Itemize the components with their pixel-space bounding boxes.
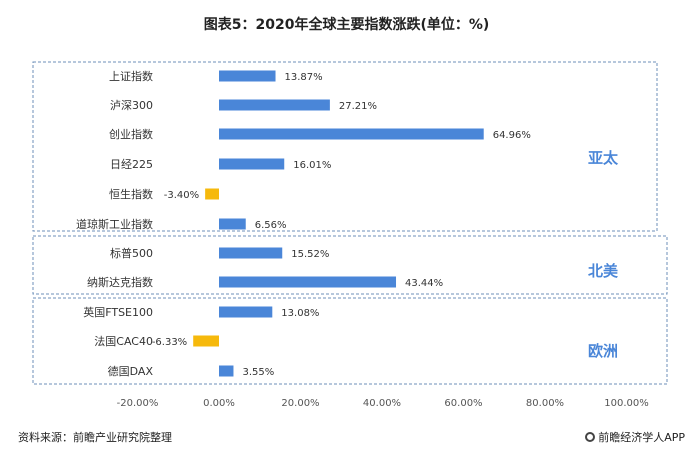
footer-brand: 前瞻经济学人APP: [585, 429, 685, 445]
category-label-1: 泸深300: [110, 99, 153, 112]
category-label-9: 法国CAC40: [94, 334, 153, 348]
value-label-1: 27.21%: [339, 101, 377, 112]
group-label-1: 北美: [588, 262, 619, 280]
value-label-6: 15.52%: [291, 249, 329, 260]
category-label-8: 英国FTSE100: [83, 305, 153, 319]
group-frame-0: [32, 61, 658, 232]
x-tick-label-4: 60.00%: [444, 398, 482, 409]
bar-1: [219, 99, 330, 111]
value-label-0: 13.87%: [285, 72, 323, 83]
x-tick-label-3: 40.00%: [363, 398, 401, 409]
value-label-4: -3.40%: [164, 190, 199, 201]
x-tick-label-5: 80.00%: [526, 398, 564, 409]
category-label-5: 道琼斯工业指数: [76, 217, 153, 231]
x-tick-label-1: 0.00%: [203, 398, 235, 409]
category-label-3: 日经225: [110, 158, 153, 171]
value-label-5: 6.56%: [255, 220, 287, 231]
group-frame-1: [32, 235, 668, 295]
bar-5: [219, 218, 246, 230]
x-tick-label-0: -20.00%: [117, 398, 159, 409]
bar-2: [219, 128, 484, 140]
category-label-7: 纳斯达克指数: [87, 275, 153, 289]
chart-title: 图表5：2020年全球主要指数涨跌(单位：%): [203, 17, 490, 33]
brand-logo-icon: [585, 432, 596, 442]
value-label-9: -6.33%: [152, 337, 187, 348]
category-label-0: 上证指数: [109, 69, 153, 83]
x-tick-label-2: 20.00%: [281, 398, 319, 409]
group-label-0: 亚太: [588, 149, 619, 167]
value-label-2: 64.96%: [493, 130, 531, 141]
category-label-2: 创业指数: [109, 127, 153, 141]
bar-4: [205, 188, 219, 200]
category-label-6: 标普500: [110, 246, 153, 260]
bar-10: [219, 365, 234, 377]
value-label-10: 3.55%: [242, 367, 274, 378]
value-label-3: 16.01%: [293, 160, 331, 171]
bar-6: [219, 247, 283, 259]
bar-3: [219, 158, 285, 170]
value-label-8: 13.08%: [281, 308, 319, 319]
x-tick-label-6: 100.00%: [604, 398, 649, 409]
footer-source: 资料来源：前瞻产业研究院整理: [18, 431, 172, 444]
group-frame-2: [32, 297, 668, 385]
bar-9: [193, 335, 219, 347]
group-label-2: 欧洲: [588, 342, 618, 360]
category-label-4: 恒生指数: [109, 187, 153, 201]
bar-0: [219, 70, 276, 82]
category-label-10: 德国DAX: [108, 364, 154, 378]
value-label-7: 43.44%: [405, 278, 443, 289]
footer-brand-text: 前瞻经济学人APP: [598, 431, 685, 444]
bar-7: [219, 276, 397, 288]
bar-8: [219, 306, 273, 318]
